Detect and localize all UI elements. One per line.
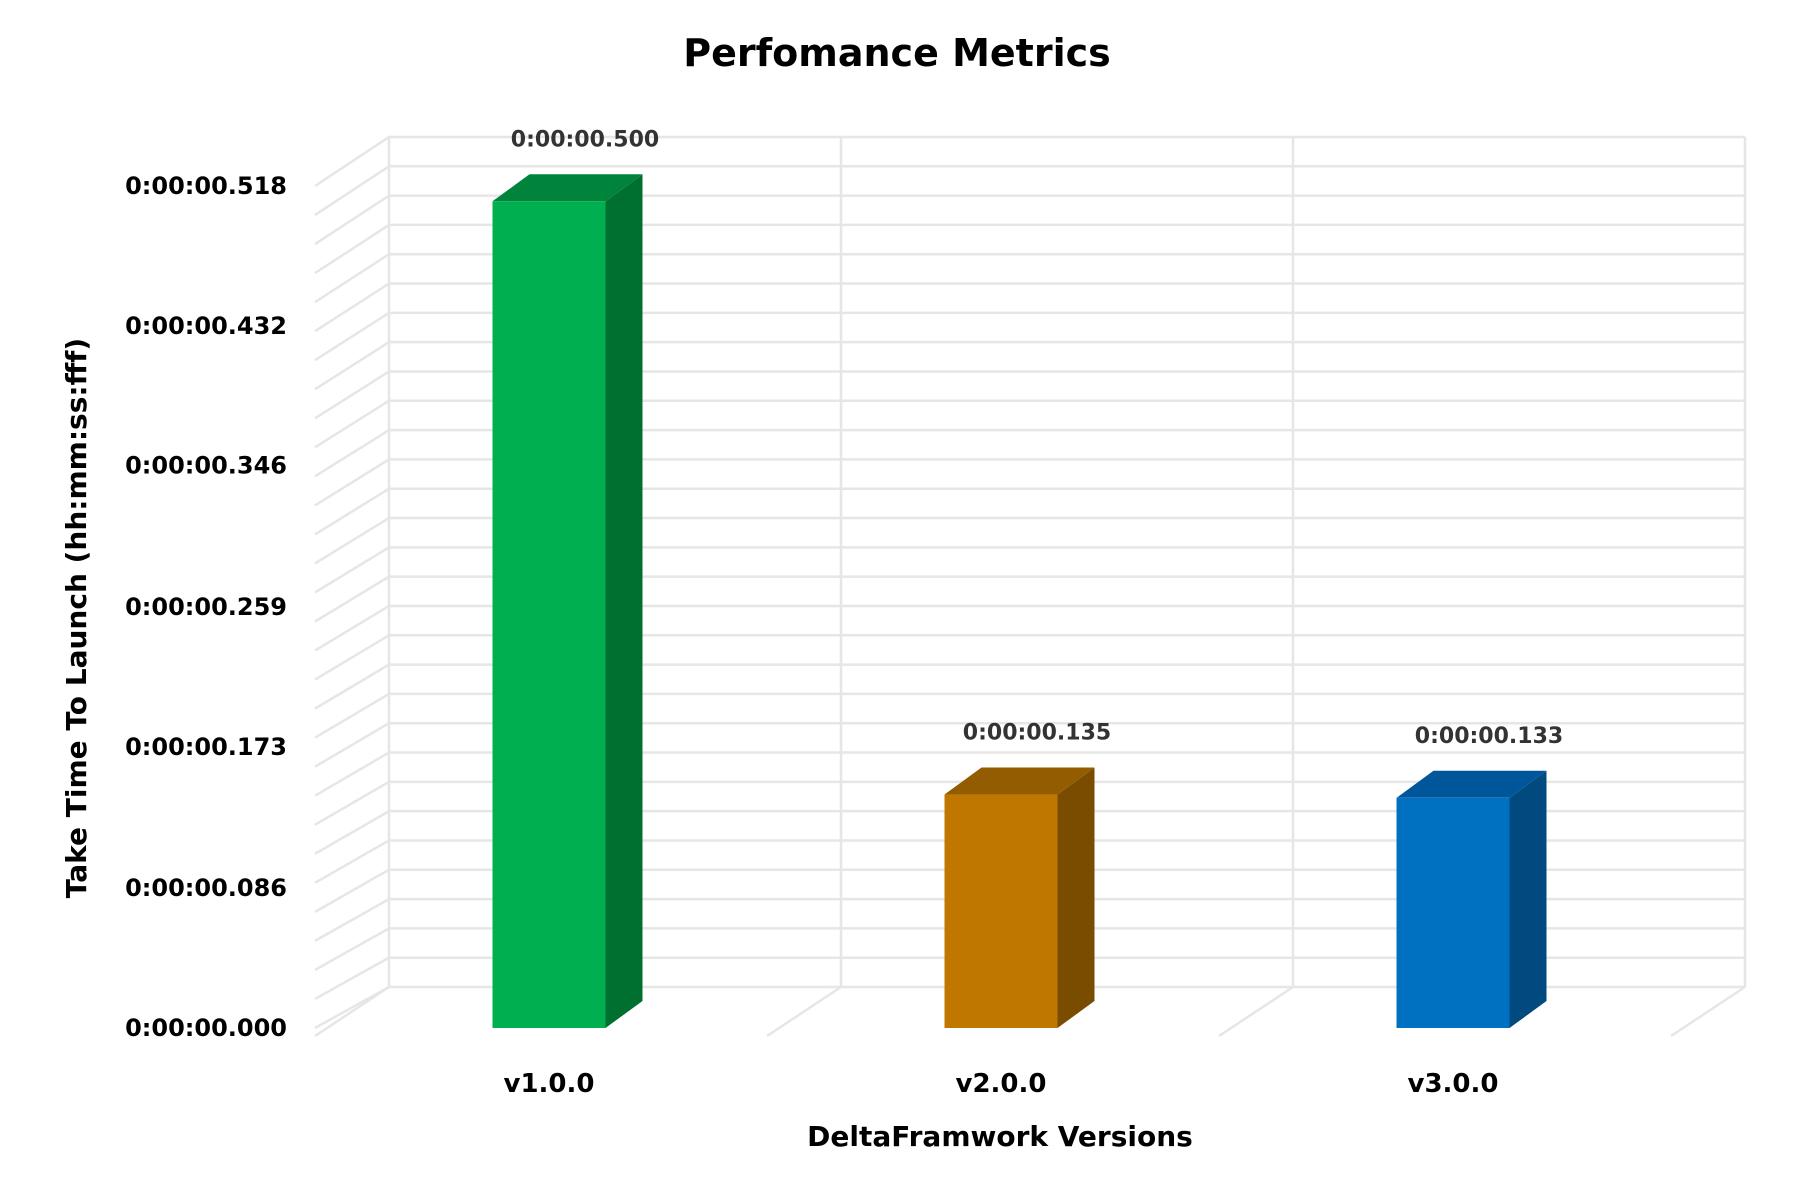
x-category-label: v2.0.0 bbox=[956, 1069, 1047, 1099]
y-axis-title: Take Time To Launch (hh:mm:ss:fff) bbox=[60, 338, 93, 898]
bar-top bbox=[944, 767, 1095, 795]
bars bbox=[492, 174, 1547, 1029]
bar-v1.0.0 bbox=[492, 174, 643, 1029]
y-tick-label: 0:00:00.086 bbox=[125, 874, 287, 902]
bar-front bbox=[944, 794, 1058, 1028]
bar-top bbox=[492, 174, 643, 202]
y-tick-label: 0:00:00.518 bbox=[125, 172, 287, 200]
x-axis-title: DeltaFramwork Versions bbox=[807, 1120, 1193, 1153]
bar-front bbox=[492, 201, 606, 1029]
x-axis-categories: v1.0.0 v2.0.0 v3.0.0 bbox=[504, 1069, 1499, 1099]
gridlines bbox=[314, 135, 1747, 1038]
bar-v3.0.0 bbox=[1396, 770, 1547, 1028]
y-tick-label: 0:00:00.000 bbox=[125, 1014, 287, 1042]
data-labels: 0:00:00.500 0:00:00.135 0:00:00.133 bbox=[511, 127, 1563, 749]
floor-line bbox=[314, 985, 390, 1038]
data-label: 0:00:00.135 bbox=[963, 721, 1111, 746]
floor-line bbox=[766, 985, 842, 1038]
bar-top bbox=[1396, 770, 1547, 798]
y-tick-label: 0:00:00.346 bbox=[125, 452, 287, 480]
y-tick-label: 0:00:00.432 bbox=[125, 312, 287, 340]
x-category-label: v1.0.0 bbox=[504, 1069, 595, 1099]
bar-front bbox=[1396, 797, 1510, 1028]
bar-side bbox=[605, 174, 643, 1029]
floor-line bbox=[1218, 985, 1294, 1038]
bar-side bbox=[1509, 770, 1547, 1028]
y-tick-label: 0:00:00.259 bbox=[125, 593, 287, 621]
y-axis-ticks: 0:00:00.000 0:00:00.086 0:00:00.173 0:00:00… bbox=[125, 172, 287, 1042]
data-label: 0:00:00.500 bbox=[511, 127, 659, 152]
chart-title: Perfomance Metrics bbox=[683, 31, 1110, 75]
bar-v2.0.0 bbox=[944, 767, 1095, 1028]
data-label: 0:00:00.133 bbox=[1415, 724, 1563, 749]
y-tick-label: 0:00:00.173 bbox=[125, 733, 287, 761]
floor-line bbox=[1670, 985, 1746, 1038]
bar-side bbox=[1057, 767, 1095, 1028]
x-category-label: v3.0.0 bbox=[1408, 1069, 1499, 1099]
